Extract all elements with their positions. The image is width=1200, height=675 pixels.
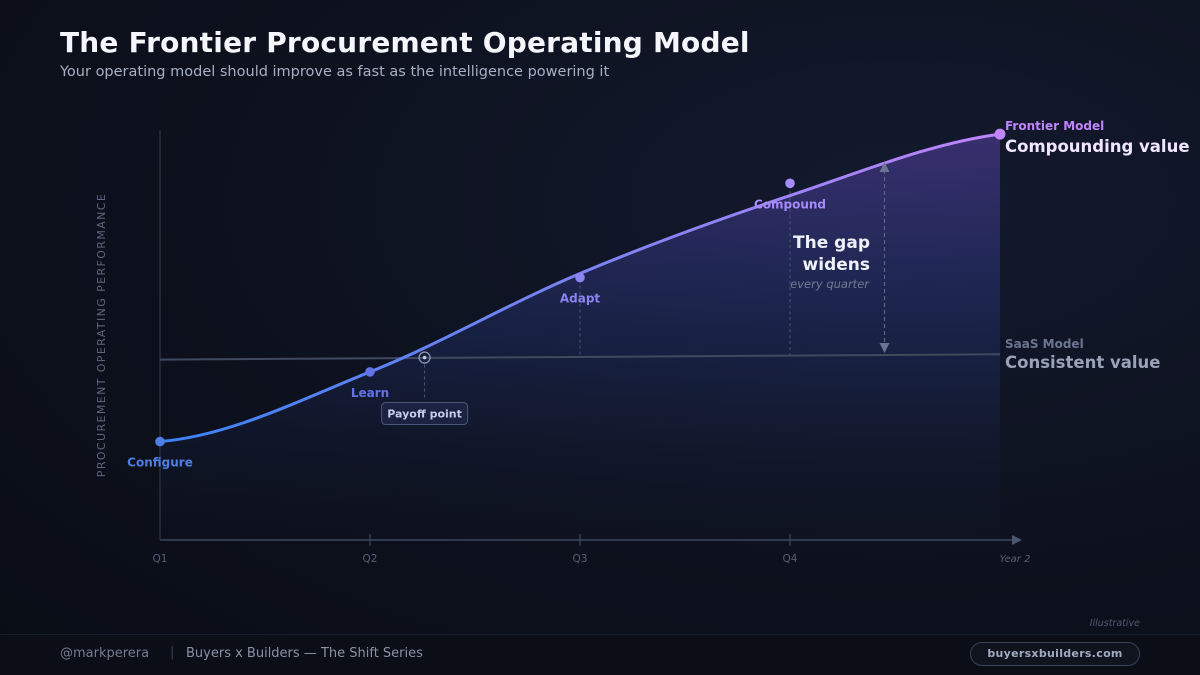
website-link[interactable]: buyersxbuilders.com [970,642,1140,666]
gap-title-line-2: widens [803,255,870,275]
x-end-label: Year 2 [1000,554,1031,565]
gap-caption: every quarter [790,277,870,291]
x-tick-label: Q2 [363,553,378,565]
payoff-point: Payoff point [381,351,469,426]
payoff-dot [422,355,427,360]
gap-arrow-up-icon [879,162,890,172]
stage-label: Adapt [560,292,601,306]
frontier-legend-subtitle: Compounding value [1005,137,1190,156]
saas-legend-name: SaaS Model [1005,337,1084,351]
stage-label: Configure [127,456,193,470]
saas-legend: SaaS Model Consistent value [1005,337,1160,372]
illustrative-note: Illustrative [1089,618,1140,629]
stage-marker [155,436,165,447]
stage-marker [575,272,585,283]
saas-series-line [159,353,1001,361]
x-tick-label: Q4 [783,553,798,565]
page-subtitle: Your operating model should improve as f… [60,64,610,80]
frontier-area-fill [160,134,1000,540]
payoff-label: Payoff point [387,408,462,421]
payoff-ring [418,351,431,364]
gap-arrow-down-icon [879,343,890,354]
payoff-label-box [381,402,469,426]
x-tick-label: Q1 [153,553,168,565]
stage-marker [365,367,375,377]
gap-annotation: The gap widens every quarter [790,162,890,354]
frontier-legend: Frontier Model Compounding value [994,119,1190,156]
footer: @markperera | Buyers x Builders — The Sh… [0,634,1200,675]
footer-separator: | [170,645,175,660]
x-tick-label: Q3 [573,553,588,565]
saas-legend-subtitle: Consistent value [1005,353,1160,372]
series-name: Buyers x Builders — The Shift Series [186,646,423,661]
stage-marker [785,178,795,189]
gap-title-line-1: The gap [793,233,870,253]
frontier-end-point [994,128,1006,140]
x-axis-arrow-icon [1012,535,1022,545]
stage-label: Compound [754,197,826,211]
page-title: The Frontier Procurement Operating Model [60,26,750,59]
stage-label: Learn [351,386,389,400]
y-axis-label: PROCUREMENT OPERATING PERFORMANCE [95,193,108,477]
frontier-legend-name: Frontier Model [1005,119,1104,133]
author-handle[interactable]: @markperera [60,646,150,661]
